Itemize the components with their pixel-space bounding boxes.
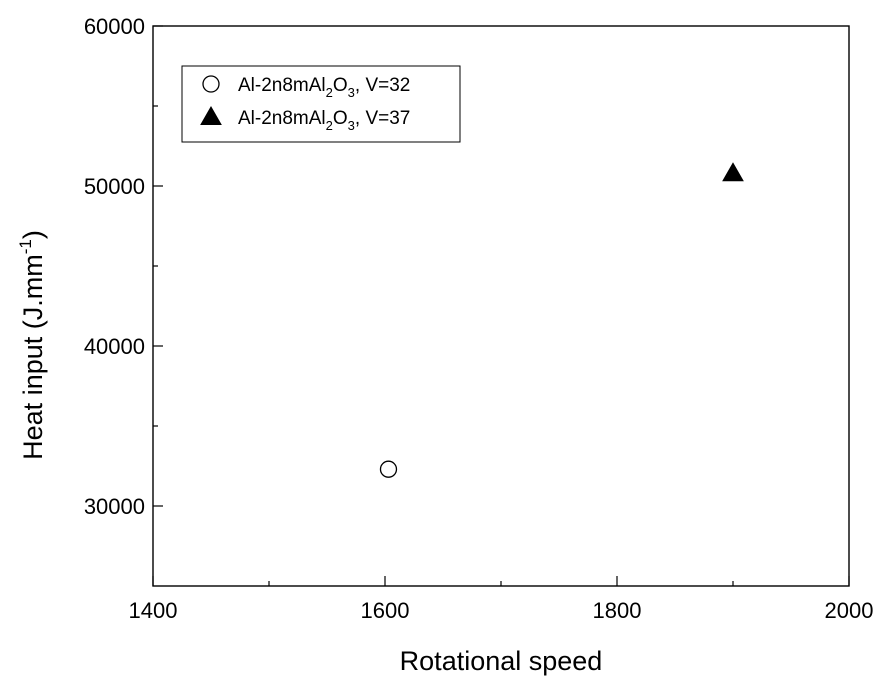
legend-marker-series-2 (200, 105, 222, 125)
x-tick-label: 1600 (361, 598, 410, 623)
data-point-series-1 (379, 460, 398, 478)
y-axis-title-main: Heat input (J.mm (18, 254, 48, 460)
y-tick-labels: 30000 40000 50000 60000 (84, 14, 145, 519)
x-tick-label: 1400 (129, 598, 178, 623)
legend-box (181, 65, 461, 143)
y-axis-title-superscript: -1 (16, 239, 35, 254)
x-tick-label: 2000 (825, 598, 874, 623)
x-axis-title: Rotational speed (400, 646, 603, 676)
y-tick-label: 50000 (84, 174, 145, 199)
y-tick-label: 40000 (84, 334, 145, 359)
ticks (152, 25, 850, 586)
y-tick-label: 60000 (84, 14, 145, 39)
data-point-series-2 (722, 162, 744, 182)
x-tick-labels: 1400 1600 1800 2000 (129, 598, 874, 623)
legend-label-series-1: Al-2n8mAl2O3, V=32 (238, 75, 410, 100)
legend-label-series-2: Al-2n8mAl2O3, V=37 (238, 108, 410, 133)
legend: Al-2n8mAl2O3, V=32 Al-2n8mAl2O3, V=37 (181, 65, 461, 143)
y-axis-title: Heat input (J.mm-1) (16, 230, 48, 460)
data-points (379, 162, 744, 478)
x-tick-label: 1800 (593, 598, 642, 623)
legend-marker-series-1 (202, 75, 220, 93)
y-tick-label: 30000 (84, 494, 145, 519)
y-axis-title-close: ) (18, 230, 48, 239)
